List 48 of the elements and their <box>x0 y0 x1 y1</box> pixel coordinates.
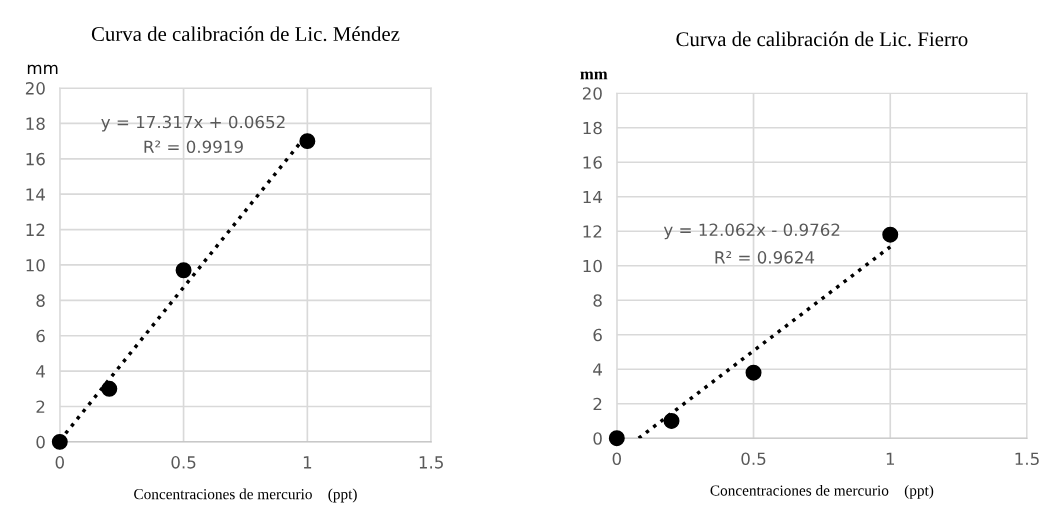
y-tick-label: 12 <box>26 223 45 236</box>
annotation: R² = 0.9624 <box>715 251 815 264</box>
x-tick-label: 0.5 <box>171 456 196 469</box>
y-tick-label: 10 <box>583 259 602 273</box>
point <box>51 433 68 450</box>
y-tick-label: 8 <box>593 294 602 307</box>
annotation: y = 12.062x - 0.9762 <box>663 223 840 240</box>
y-tick-label: 6 <box>593 328 602 342</box>
x-tick-label: 0 <box>55 456 64 469</box>
point <box>101 380 118 397</box>
y-axis-title: mm <box>27 64 58 74</box>
annotation: R² = 0.9919 <box>144 140 243 154</box>
y-tick-label: 16 <box>583 156 602 169</box>
chart-title: Curva de calibración de Lic. Fierro <box>676 31 968 47</box>
point <box>175 262 192 279</box>
y-tick-label: 14 <box>26 188 45 201</box>
x-tick-label: 1.5 <box>419 456 443 469</box>
point <box>608 430 625 447</box>
y-tick-label: 10 <box>26 258 45 272</box>
y-axis-title: mm <box>580 71 608 80</box>
point <box>882 226 899 243</box>
y-tick-label: 16 <box>26 152 45 166</box>
point <box>663 413 680 429</box>
y-tick-label: 0 <box>36 435 45 449</box>
y-tick-label: 6 <box>36 329 45 343</box>
annotation: y = 17.317x + 0.0652 <box>101 115 285 132</box>
y-tick-label: 20 <box>25 82 45 95</box>
y-tick-label: 12 <box>583 225 602 238</box>
y-tick-label: 18 <box>26 117 45 131</box>
chart-title: Curva de calibración de Lic. Méndez <box>91 26 400 42</box>
y-tick-label: 2 <box>593 397 602 411</box>
y-tick-label: 8 <box>36 294 45 307</box>
point <box>299 133 316 150</box>
y-tick-label: 20 <box>582 87 602 100</box>
x-tick-label: 0.5 <box>741 452 766 466</box>
y-tick-label: 0 <box>593 432 602 445</box>
y-tick-label: 4 <box>36 365 45 378</box>
point <box>745 364 762 381</box>
y-tick-label: 4 <box>593 363 602 376</box>
y-tick-label: 14 <box>583 190 602 204</box>
y-tick-label: 18 <box>583 121 602 135</box>
y-tick-label: 2 <box>36 400 45 413</box>
x-tick-label: 1.5 <box>1015 452 1039 466</box>
x-tick-label: 0 <box>612 452 622 466</box>
x-axis-title: Concentraciones de mercurio (ppt) <box>134 488 357 503</box>
x-tick-label: 1 <box>886 452 895 465</box>
x-tick-label: 1 <box>303 456 312 469</box>
x-axis-title: Concentraciones de mercurio (ppt) <box>710 484 934 499</box>
